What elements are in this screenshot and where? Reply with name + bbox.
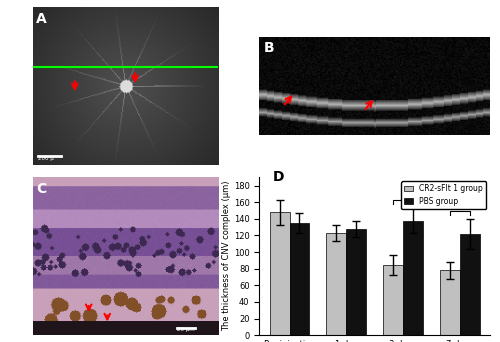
Text: 20 µm: 20 µm — [177, 327, 194, 332]
Legend: CR2-sFlt 1 group, PBS group: CR2-sFlt 1 group, PBS group — [401, 181, 486, 209]
Bar — [460, 234, 479, 335]
Text: B: B — [264, 41, 274, 55]
Bar — [326, 233, 346, 335]
Text: *: * — [400, 189, 406, 199]
Bar — [383, 265, 403, 335]
Bar — [270, 212, 289, 335]
Text: 200 µ: 200 µ — [38, 156, 54, 160]
Text: C: C — [36, 182, 46, 196]
Y-axis label: The thickness of CNV complex (μm): The thickness of CNV complex (μm) — [222, 181, 231, 331]
Bar — [403, 221, 423, 335]
Bar — [290, 223, 310, 335]
Text: D: D — [272, 170, 284, 184]
Bar — [346, 229, 366, 335]
Text: A: A — [36, 12, 46, 26]
Text: *: * — [457, 200, 462, 210]
Bar — [440, 271, 460, 335]
